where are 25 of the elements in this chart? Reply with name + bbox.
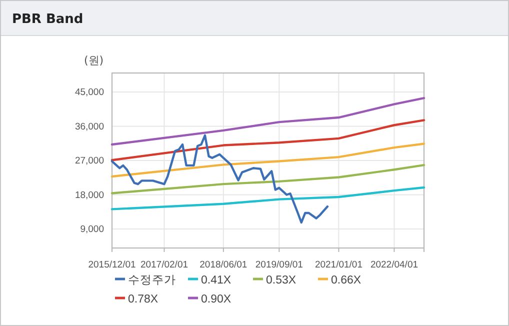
line-series: [110, 97, 426, 146]
y-tick-label: 36,000: [74, 121, 104, 132]
y-tick-label: 9,000: [80, 224, 104, 236]
legend-label: 수정주가: [128, 274, 176, 286]
line-series: [110, 164, 426, 194]
y-tick-label: 18,000: [74, 190, 104, 201]
y-axis-title: (원): [84, 54, 104, 67]
line-series: [110, 119, 426, 162]
y-tick-label: 45,000: [74, 87, 104, 98]
y-tick-label: 27,000: [74, 156, 104, 167]
legend-label: 0.66X: [331, 274, 362, 286]
legend-label: 0.78X: [128, 294, 158, 306]
legend-label: 0.41X: [201, 274, 232, 286]
x-tick-label: 2017/02/01: [140, 259, 188, 270]
x-tick-label: 2021/01/01: [314, 259, 362, 270]
x-tick-label: 2022/04/01: [370, 259, 418, 270]
chart-title: PBR Band: [12, 12, 84, 27]
legend-label: 0.53X: [266, 274, 296, 286]
line-series: [110, 134, 329, 224]
line-series: [110, 186, 426, 210]
legend-label: 0.90X: [201, 294, 232, 306]
x-tick-label: 2018/06/01: [200, 259, 248, 270]
x-tick-label: 2019/09/01: [255, 259, 303, 270]
line-series: [110, 142, 426, 178]
x-tick-label: 2015/12/01: [88, 259, 136, 270]
